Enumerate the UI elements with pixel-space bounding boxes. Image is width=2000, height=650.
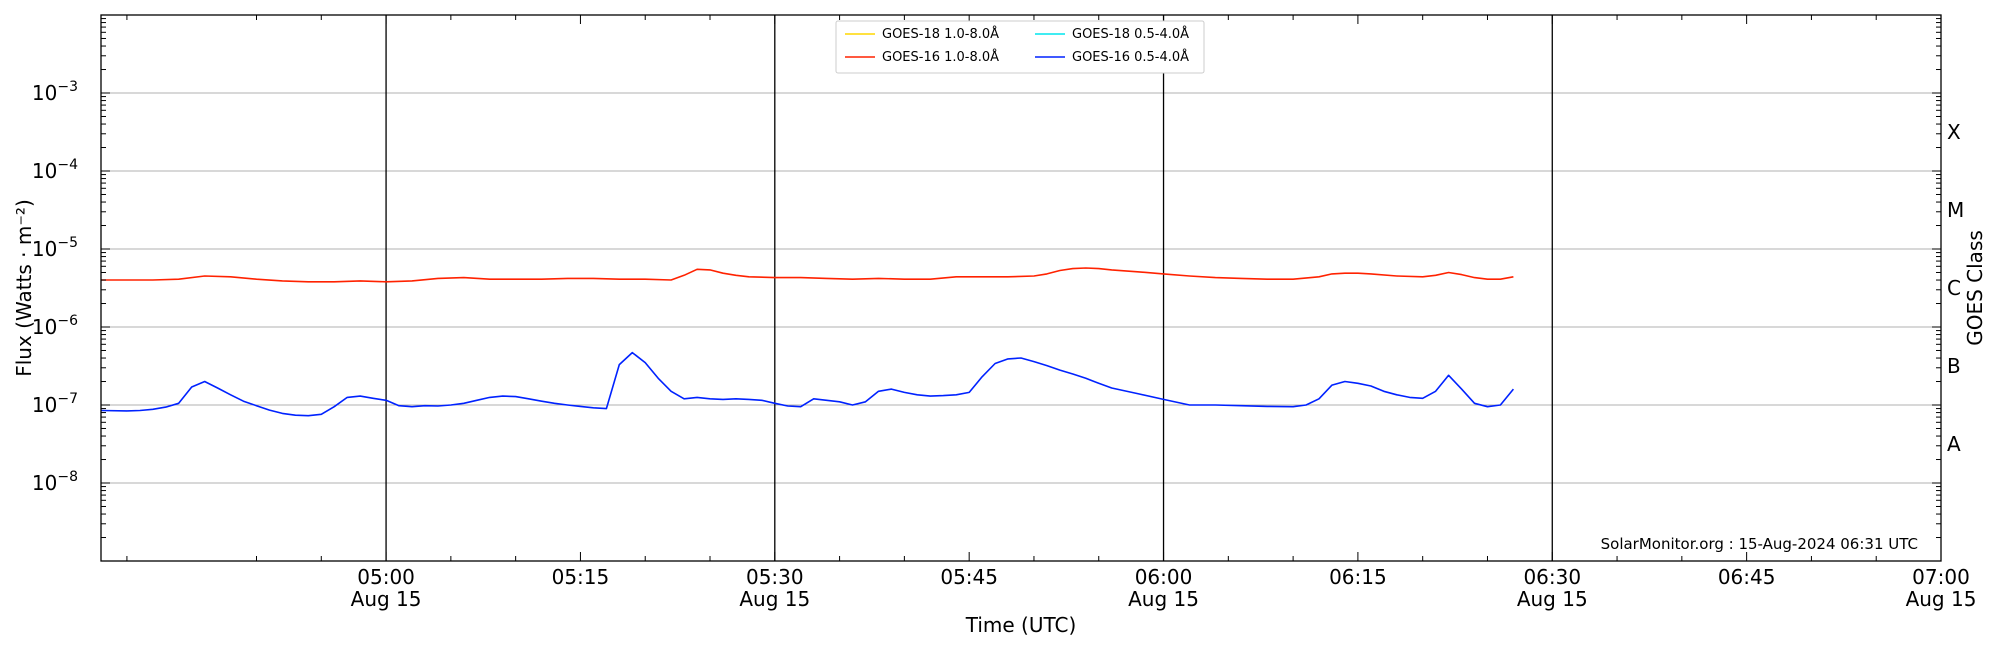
y-tick-label: 10−6 bbox=[32, 313, 78, 339]
axis-ticks bbox=[101, 15, 1942, 562]
y-tick-label: 10−4 bbox=[32, 157, 78, 183]
x-tick-date: Aug 15 bbox=[351, 587, 422, 611]
x-tick-date: Aug 15 bbox=[1128, 587, 1199, 611]
x-tick-label: 06:00 bbox=[1135, 565, 1193, 589]
x-tick-label: 07:00 bbox=[1912, 565, 1970, 589]
y-tick-label: 10−7 bbox=[32, 391, 78, 417]
x-tick-date: Aug 15 bbox=[1517, 587, 1588, 611]
y-tick-label: 10−3 bbox=[32, 79, 78, 105]
plot-frame bbox=[100, 14, 1942, 562]
goes-class-label: M bbox=[1947, 198, 1964, 222]
legend-label: GOES-16 1.0-8.0Å bbox=[882, 49, 999, 65]
legend-box bbox=[835, 20, 1205, 74]
legend-label: GOES-18 0.5-4.0Å bbox=[1072, 26, 1189, 42]
x-tick-label: 05:00 bbox=[357, 565, 415, 589]
goes-class-label: B bbox=[1947, 354, 1961, 378]
x-tick-label: 06:30 bbox=[1523, 565, 1581, 589]
series-line bbox=[101, 267, 1514, 283]
x-tick-date: Aug 15 bbox=[739, 587, 810, 611]
x-tick-label: 06:15 bbox=[1329, 565, 1387, 589]
y-tick-label: 10−8 bbox=[32, 469, 78, 495]
x-tick-label: 05:30 bbox=[746, 565, 804, 589]
legend-label: GOES-18 1.0-8.0Å bbox=[882, 26, 999, 42]
data-series bbox=[100, 267, 1515, 417]
y-axis-label: Flux (Watts · m⁻²) bbox=[12, 199, 36, 377]
series-line bbox=[100, 351, 1515, 417]
x-tick-label: 05:15 bbox=[552, 565, 610, 589]
legend-label: GOES-16 0.5-4.0Å bbox=[1072, 49, 1189, 65]
goes-class-label: C bbox=[1947, 276, 1961, 300]
x-tick-label: 05:45 bbox=[940, 565, 998, 589]
x-tick-date: Aug 15 bbox=[1906, 587, 1977, 611]
y2-axis-label: GOES Class bbox=[1963, 230, 1987, 346]
x-tick-label: 06:45 bbox=[1718, 565, 1776, 589]
legend: GOES-18 1.0-8.0Å GOES-18 0.5-4.0Å GOES-16 … bbox=[835, 20, 1205, 74]
grid-lines bbox=[101, 92, 1941, 484]
time-markers bbox=[385, 15, 1553, 561]
y-tick-label: 10−5 bbox=[32, 235, 78, 261]
y-tick-labels: 10−8 10−7 10−6 10−5 10−4 10−3 bbox=[32, 79, 78, 495]
credit-text: SolarMonitor.org : 15-Aug-2024 06:31 UTC bbox=[1601, 535, 1918, 553]
goes-class-label: X bbox=[1947, 120, 1961, 144]
goes-class-labels: A B C M X bbox=[1947, 120, 1964, 456]
x-axis-label: Time (UTC) bbox=[965, 613, 1077, 637]
goes-class-label: A bbox=[1947, 432, 1961, 456]
